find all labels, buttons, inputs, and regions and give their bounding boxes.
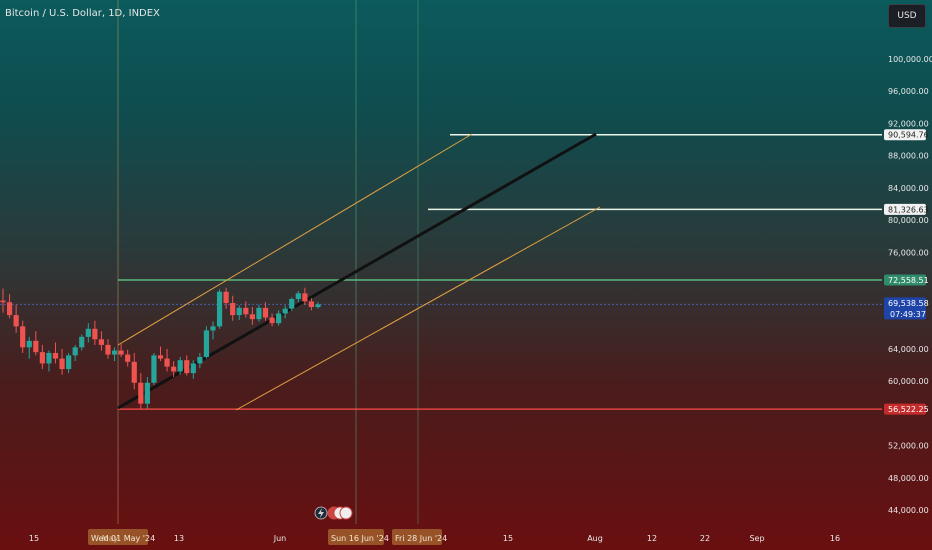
y-tick-label: 88,000.00 <box>888 152 929 161</box>
candle-body <box>236 307 242 316</box>
candle-body <box>177 360 183 372</box>
x-tick-label: Sep <box>749 534 764 543</box>
candle-body <box>302 293 308 302</box>
price-label-bg <box>884 274 926 286</box>
price-label: 72,558.51 <box>888 276 929 285</box>
candle-body <box>171 366 177 372</box>
x-tick-label: Jun <box>273 534 287 543</box>
candle-body <box>230 303 236 316</box>
candle-body <box>151 355 157 383</box>
y-tick-label: 76,000.00 <box>888 248 929 257</box>
y-tick-label: 60,000.00 <box>888 377 929 386</box>
candle-body <box>66 355 72 370</box>
candle-body <box>26 340 32 348</box>
candle-body <box>282 308 288 314</box>
candle-body <box>46 352 52 364</box>
x-tick-label: 16 <box>830 534 840 543</box>
candle-body <box>243 307 249 315</box>
lightning-icon-glyph <box>318 508 324 518</box>
y-tick-label: 92,000.00 <box>888 119 929 128</box>
candle-body <box>20 326 26 348</box>
y-tick-label: 64,000.00 <box>888 345 929 354</box>
candle-body <box>157 355 164 359</box>
candle-body <box>125 354 131 362</box>
candle-body <box>210 326 216 331</box>
date-label-box <box>328 529 384 545</box>
x-tick-label: 13 <box>174 534 184 543</box>
y-tick-label: 48,000.00 <box>888 474 929 483</box>
candle-body <box>13 315 19 327</box>
candle-body <box>105 344 111 355</box>
event-flag-icon <box>339 506 353 520</box>
x-tick-label: 22 <box>700 534 710 543</box>
candle-body <box>111 350 118 355</box>
candle-body <box>315 304 321 308</box>
y-tick-label: 96,000.00 <box>888 87 929 96</box>
candle-body <box>0 300 6 303</box>
y-tick-label: 44,000.00 <box>888 506 929 515</box>
candle-body <box>190 363 196 374</box>
candle-body <box>308 301 315 308</box>
x-tick-label: Aug <box>587 534 603 543</box>
candle-body <box>269 317 275 324</box>
price-label: 90,594.76 <box>888 131 929 140</box>
candle-body <box>144 382 150 404</box>
price-label-countdown: 07:49:37 <box>890 310 926 319</box>
candle-body <box>138 382 144 404</box>
candle-body <box>72 347 78 356</box>
candle-body <box>6 302 13 316</box>
date-label-box <box>392 529 442 545</box>
date-label: Fri 28 Jun '24 <box>395 534 447 543</box>
x-tick-label: 15 <box>29 534 39 543</box>
candle-body <box>223 291 229 304</box>
price-label-bg <box>884 203 926 215</box>
candle-body <box>98 339 105 345</box>
candle-body <box>85 328 91 337</box>
candle-body <box>197 356 203 364</box>
candle-body <box>39 352 45 364</box>
candle-body <box>33 340 39 353</box>
y-tick-label: 80,000.00 <box>888 216 929 225</box>
price-label: 56,522.25 <box>888 405 929 414</box>
candle-body <box>276 313 282 324</box>
date-label: Sun 16 Jun '24 <box>331 534 389 543</box>
chart-title: Bitcoin / U.S. Dollar, 1D, INDEX <box>5 8 160 19</box>
x-tick-label: 12 <box>647 534 657 543</box>
candle-body <box>118 350 124 355</box>
date-label-box <box>88 529 148 545</box>
currency-selector[interactable]: USD <box>888 4 926 28</box>
date-label: Wed 01 May '24 <box>91 534 155 543</box>
price-label: 69,538.58 <box>888 299 929 308</box>
candle-body <box>262 307 269 318</box>
candle-body <box>203 330 210 357</box>
candle-body <box>131 361 137 383</box>
price-label-bg <box>884 403 926 415</box>
price-label: 81,326.63 <box>888 205 929 214</box>
y-tick-label: 100,000.00 <box>888 55 932 64</box>
price-label-bg <box>884 129 926 141</box>
candle-body <box>256 307 262 320</box>
y-tick-label: 52,000.00 <box>888 442 929 451</box>
candle-body <box>164 358 170 367</box>
candle-body <box>216 291 223 327</box>
y-tick-label: 84,000.00 <box>888 184 929 193</box>
candle-body <box>52 352 59 359</box>
candle-body <box>79 336 85 348</box>
trend-line <box>117 132 597 410</box>
candle-body <box>59 358 65 370</box>
candle-body <box>295 293 301 299</box>
candle-body <box>184 360 190 374</box>
price-label-bg <box>884 297 926 320</box>
x-tick-label: 15 <box>503 534 513 543</box>
channel-upper <box>117 133 473 346</box>
channel-lower <box>235 206 601 411</box>
candle-body <box>249 314 255 320</box>
candle-body <box>92 328 98 340</box>
candle-body <box>289 298 295 309</box>
